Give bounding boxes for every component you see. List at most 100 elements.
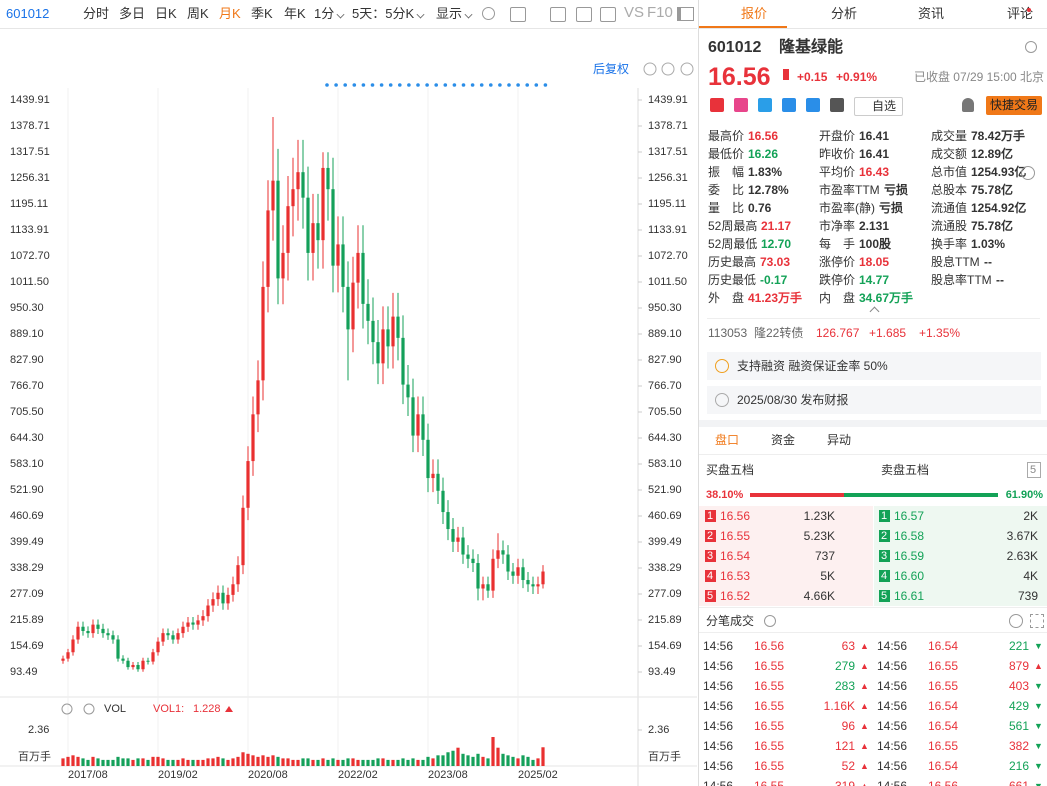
alert-icon[interactable] — [962, 98, 974, 112]
stat-label: 委 比 — [708, 183, 745, 197]
bid-volume: 5K — [820, 569, 835, 583]
y-tick-label: 705.50 — [10, 406, 44, 418]
trade-side: ▲ — [860, 741, 869, 751]
layout-icon[interactable] — [677, 7, 694, 21]
event-dot — [452, 83, 457, 87]
candle-body — [496, 550, 500, 559]
tool-icon[interactable] — [510, 7, 526, 22]
sub-tab[interactable]: 盘口 — [715, 433, 740, 447]
event-dot — [407, 83, 411, 87]
trade-side: ▲ — [860, 701, 869, 711]
event-dot — [543, 83, 548, 87]
candle-body — [226, 594, 230, 604]
stat-value: 亏损 — [879, 201, 904, 215]
volume-bar — [281, 758, 285, 766]
stock-code[interactable]: 601012 — [6, 6, 50, 21]
tool-icon[interactable] — [600, 7, 616, 22]
bid-price: 16.56 — [720, 509, 751, 523]
panel-tab[interactable]: 评论 — [1007, 6, 1034, 21]
volume-bar — [496, 747, 500, 766]
volume-bar — [376, 758, 380, 766]
feature-icon[interactable] — [758, 98, 772, 112]
stat-item: 涨停价 18.05 — [819, 254, 937, 270]
event-dot — [425, 83, 429, 87]
period-tab[interactable]: 多日 — [119, 6, 146, 21]
dropdown[interactable]: 5天：5分K — [352, 6, 415, 21]
x-tick-label: 2023/08 — [428, 769, 468, 781]
trade-price: 16.54 — [928, 639, 959, 653]
stat-item: 股息TTM -- — [931, 254, 1047, 270]
panel-tab[interactable]: 报价 — [741, 6, 768, 21]
feature-icon[interactable] — [830, 98, 844, 112]
period-tab[interactable]: 分时 — [83, 6, 110, 21]
period-tab[interactable]: 年K — [284, 6, 306, 21]
y-tick-label: 766.70 — [10, 380, 44, 392]
notice[interactable]: 2025/08/30 发布财报 — [707, 386, 1041, 414]
more-icon[interactable] — [1009, 614, 1023, 628]
watch-button[interactable]: 自选 — [854, 97, 903, 116]
compare-button[interactable]: VS — [624, 4, 645, 21]
period-tab[interactable]: 月K — [219, 6, 241, 21]
trade-volume: 879 — [1008, 659, 1029, 673]
stat-item: 振 幅 1.83% — [708, 164, 826, 180]
candle-body — [526, 580, 530, 585]
volume-last: 1.228 — [193, 703, 221, 715]
tool-icon[interactable] — [482, 7, 495, 20]
y-tick-label: 460.69 — [10, 510, 44, 522]
trade-time: 14:56 — [877, 639, 908, 653]
candle-body — [321, 167, 325, 241]
panel-tab[interactable]: 资讯 — [918, 6, 945, 21]
period-tab[interactable]: 季K — [251, 6, 273, 21]
collapse-caret[interactable] — [869, 306, 880, 317]
period-tab[interactable]: 周K — [187, 6, 209, 21]
tool-icon[interactable] — [576, 7, 592, 22]
volume-bar — [406, 759, 410, 766]
notice[interactable]: 支持融资 融资保证金率 50% — [707, 352, 1041, 380]
y-tick-label-right: 215.89 — [648, 614, 682, 626]
volume-bar — [181, 758, 185, 766]
period-tab[interactable]: 日K — [155, 6, 177, 21]
ask-level-box: 3 — [879, 550, 890, 562]
volume-bar — [341, 759, 345, 766]
reset-icon — [643, 62, 657, 76]
y-tick-label-right: 1133.91 — [648, 224, 687, 236]
candle-body — [471, 558, 475, 564]
volume-bar — [451, 750, 455, 766]
sub-tab[interactable]: 异动 — [827, 433, 852, 447]
feature-icon[interactable] — [806, 98, 820, 112]
dropdown[interactable]: 1分 — [314, 6, 335, 21]
f10-button[interactable]: F10 — [647, 4, 673, 21]
y-tick-label: 950.30 — [10, 302, 44, 314]
candle-body — [411, 397, 415, 436]
event-dot — [470, 83, 475, 87]
feature-icon[interactable] — [710, 98, 724, 112]
candle-body — [486, 584, 490, 591]
y-tick-label-right: 1195.11 — [648, 198, 686, 210]
candle-body — [426, 439, 430, 479]
stat-value: 16.26 — [748, 147, 779, 161]
candle-body — [276, 180, 280, 279]
trade-button[interactable]: 快捷交易 — [986, 96, 1042, 115]
dropdown[interactable]: 显示 — [436, 6, 463, 21]
grid-icon[interactable] — [1030, 614, 1044, 628]
trade-volume: 661 — [1008, 779, 1029, 786]
event-dot — [443, 83, 448, 87]
candle-body — [351, 282, 355, 330]
tool-icon[interactable] — [550, 7, 566, 22]
event-dot — [343, 83, 348, 87]
stat-item: 总股本 75.78亿 — [931, 182, 1047, 198]
ask-level-box: 4 — [879, 570, 890, 582]
panel-tab[interactable]: 分析 — [831, 6, 858, 21]
y-tick-label: 154.69 — [10, 640, 44, 652]
feature-icon[interactable] — [734, 98, 748, 112]
ask-volume: 3.67K — [1006, 529, 1038, 543]
sub-tab[interactable]: 资金 — [771, 433, 796, 447]
volume-bar — [111, 759, 115, 766]
stat-value: 14.77 — [859, 273, 890, 287]
feature-icon[interactable] — [782, 98, 796, 112]
volume-bar — [276, 756, 280, 766]
stat-value: -0.17 — [760, 273, 788, 287]
volume-bar — [321, 758, 325, 766]
stat-label: 量 比 — [708, 201, 745, 215]
stat-value: 1.03% — [971, 237, 1006, 251]
